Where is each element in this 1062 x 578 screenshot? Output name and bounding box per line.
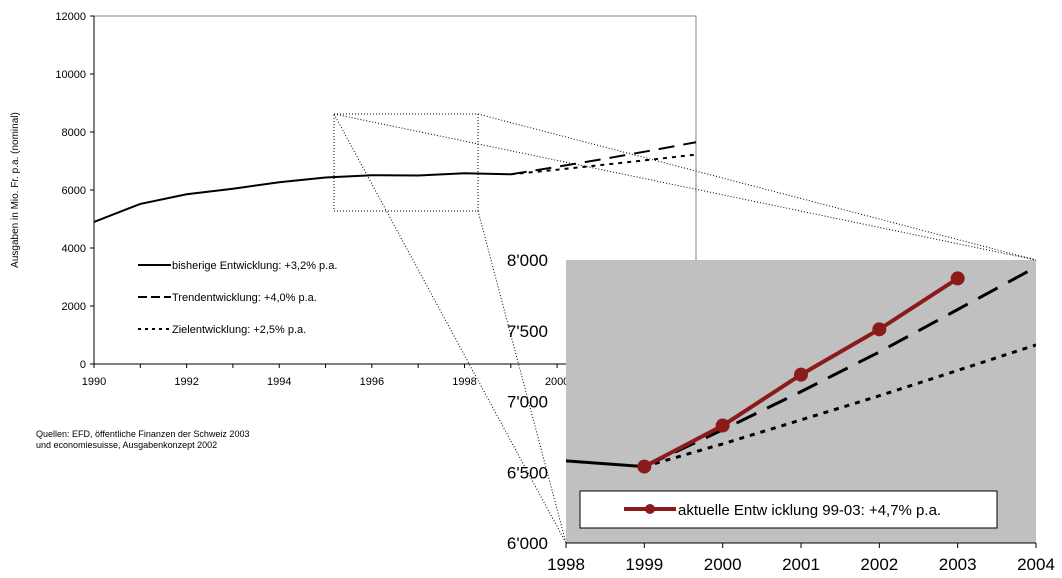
main-x-tick-label: 1992 [174,376,198,388]
main-y-axis-title: Ausgaben in Mio. Fr. p.a. (nominal) [10,112,21,268]
main-y-tick-label: 0 [80,359,86,371]
main-x-tick-label: 2000 [545,376,569,388]
inset-point-marker [950,271,965,286]
zoom-connector-2 [477,210,567,544]
inset-legend-label: aktuelle Entw icklung 99-03: +4,7% p.a. [678,502,941,519]
main-series-line-2 [510,141,696,176]
inset-point-marker [872,322,887,337]
inset-x-tick-label: 2004 [1017,555,1055,574]
main-y-tick-label: 10000 [55,69,86,81]
source-line-1: Quellen: EFD, öffentliche Finanzen der S… [36,429,250,439]
main-y-tick-label: 6000 [62,185,86,197]
main-x-tick-label: 1998 [452,376,476,388]
source-line-2: und economiesuisse, Ausgabenkonzept 2002 [36,440,218,450]
inset-y-tick-label: 8'000 [507,251,548,270]
source-note: Quellen: EFD, öffentliche Finanzen der S… [36,429,249,451]
main-y-tick-label: 12000 [55,11,86,23]
main-series-line-1 [94,172,511,223]
inset-y-tick-label: 7'500 [507,322,548,341]
inset-y-tick-label: 6'500 [507,463,548,482]
main-legend-label-3: Zielentwicklung: +2,5% p.a. [172,324,306,336]
inset-point-marker [715,418,730,433]
inset-y-tick-label: 7'000 [507,393,548,412]
inset-x-tick-label: 2003 [939,555,977,574]
main-y-tick-label: 4000 [62,243,86,255]
main-legend-label-2: Trendentwicklung: +4,0% p.a. [172,292,317,304]
zoom-connector-4 [477,113,1037,261]
main-legend-label-1: bisherige Entwicklung: +3,2% p.a. [172,260,337,272]
main-x-tick-label: 1990 [82,376,106,388]
inset-series-line-1 [566,459,645,469]
main-y-tick-label: 2000 [62,301,86,313]
main-y-tick-label: 8000 [62,127,86,139]
inset-x-tick-label: 1998 [547,555,585,574]
main-x-tick-label: 1994 [267,376,291,388]
zoom-connector-1 [333,113,567,544]
inset-y-tick-label: 6'000 [507,534,548,553]
main-x-tick-label: 1996 [360,376,384,388]
inset-x-tick-label: 2000 [704,555,742,574]
main-series-line-3 [510,153,696,176]
inset-x-tick-label: 2001 [782,555,820,574]
inset-series-line-3 [643,265,1036,468]
zoom-region-box [333,113,479,212]
inset-point-marker [794,367,808,382]
zoom-connector-3 [333,113,1037,261]
inset-x-tick-label: 2002 [860,555,898,574]
inset-series-line-4 [643,343,1036,469]
inset-legend-swatch-marker [645,504,655,514]
inset-x-tick-label: 1999 [625,555,663,574]
inset-point-marker [637,459,652,474]
